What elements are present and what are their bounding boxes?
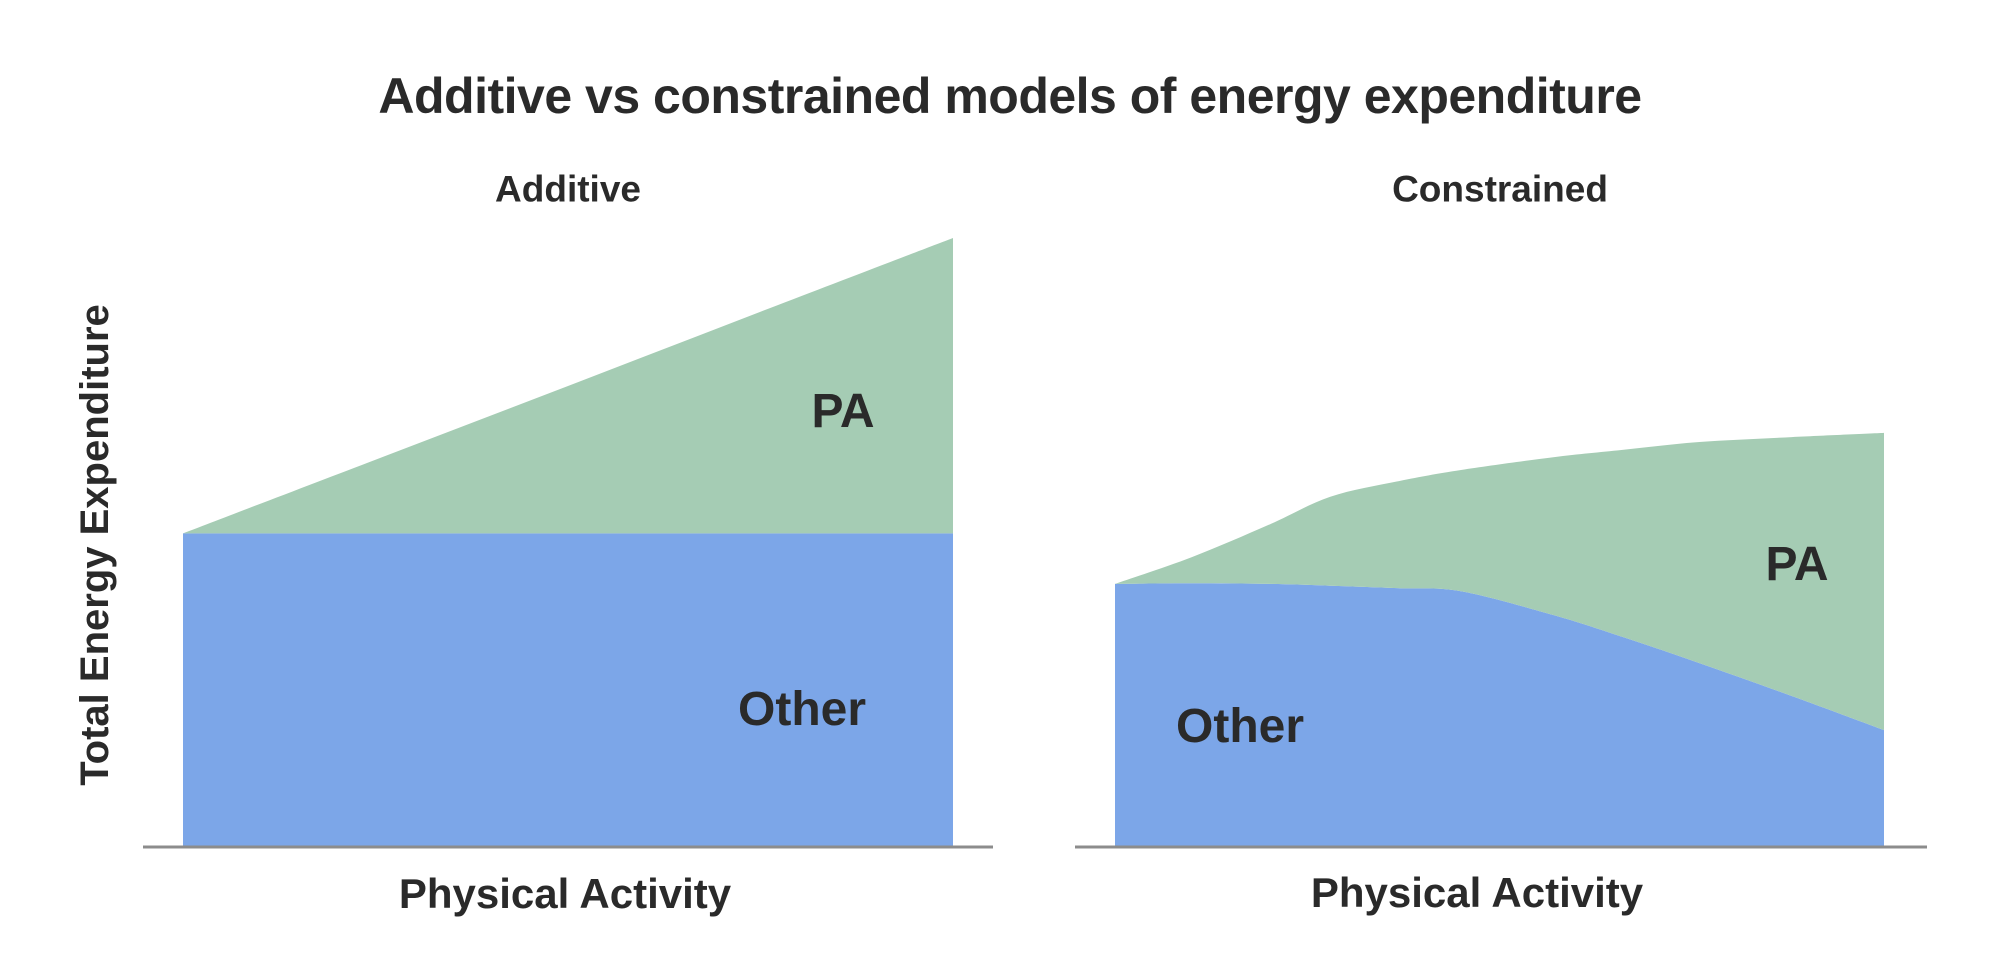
additive-other-area <box>183 533 953 847</box>
constrained-pa-area <box>1115 432 1884 731</box>
figure-title: Additive vs constrained models of energy… <box>378 68 1642 124</box>
additive-panel-title: Additive <box>495 168 641 210</box>
constrained-panel-title: Constrained <box>1392 168 1608 210</box>
constrained-pa-series-label: PA <box>1765 538 1829 591</box>
additive-pa-series-label: PA <box>811 385 875 438</box>
additive-pa-area <box>183 238 953 534</box>
additive-other-series-label: Other <box>737 683 867 736</box>
additive-x-axis-label: Physical Activity <box>398 870 732 917</box>
constrained-x-axis-label: Physical Activity <box>1310 869 1644 916</box>
constrained-other-area <box>1115 583 1884 847</box>
constrained-other-series-label: Other <box>1175 700 1305 753</box>
y-axis-label: Total Energy Expenditure <box>73 304 117 786</box>
